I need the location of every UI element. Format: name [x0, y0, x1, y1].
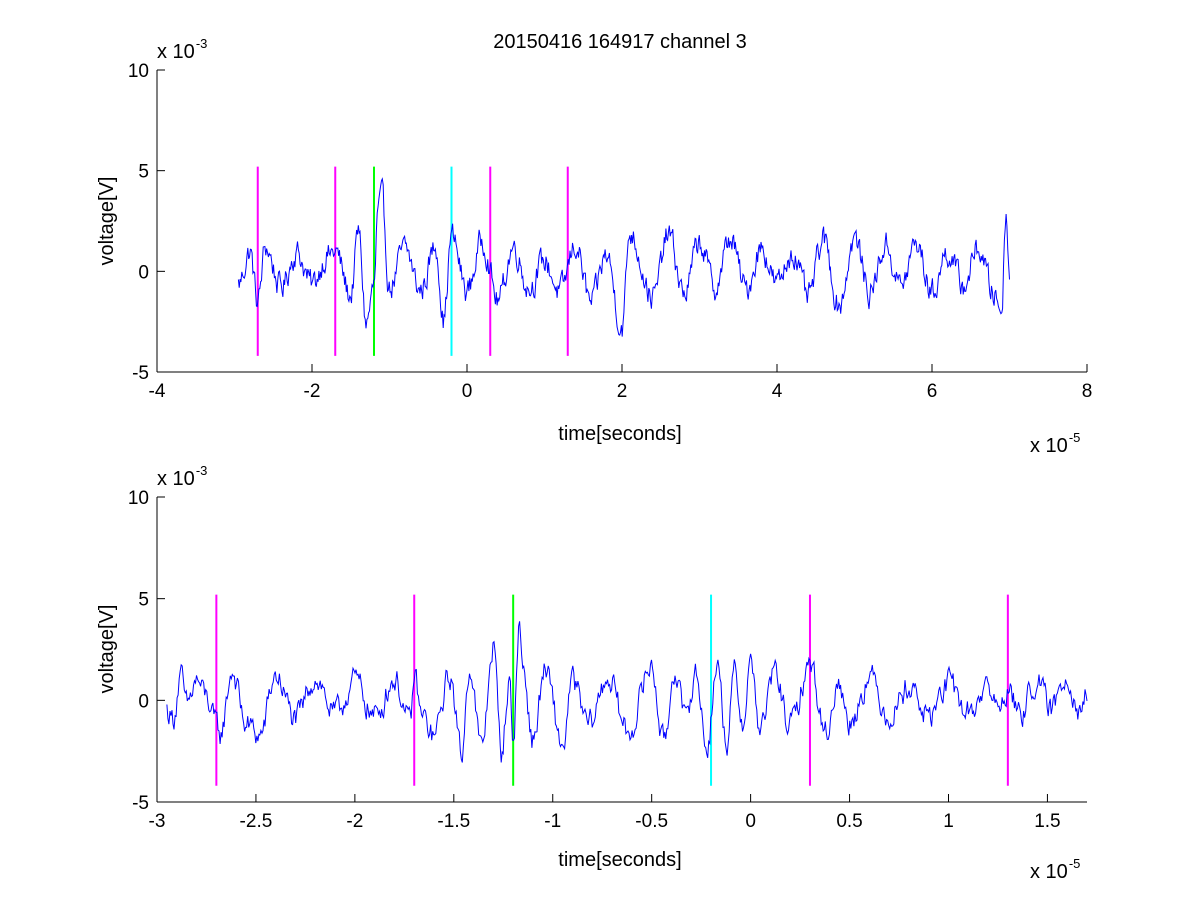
bottom-y-tick-label: 10 [128, 488, 149, 509]
top-series [237, 177, 1010, 337]
bottom-axes-frame [156, 497, 1087, 803]
figure-title: 20150416 164917 channel 3 [493, 31, 747, 53]
bottom-y-exponent-value: -3 [196, 463, 208, 478]
top-x-tick-label: 6 [927, 381, 938, 402]
top-ticks: -4 -2 0 2 4 6 8 -5 0 5 10 [128, 61, 1092, 402]
bottom-x-tick-label: -1 [544, 811, 561, 832]
bottom-y-label: voltage[V] [96, 605, 118, 694]
top-y-tick-label: 10 [128, 61, 149, 82]
bottom-x-tick-label: 0.5 [836, 811, 862, 832]
top-y-multiplier: x 10 [157, 41, 195, 63]
svg-text:x 10-5: x 10-5 [1030, 430, 1080, 457]
top-y-exponent-value: -3 [196, 36, 208, 51]
bottom-signal-line [166, 621, 1088, 763]
bottom-x-multiplier: x 10 [1030, 861, 1068, 883]
top-y-tick-label: 0 [138, 262, 149, 283]
bottom-x-label: time[seconds] [558, 849, 681, 871]
top-y-label: voltage[V] [96, 177, 118, 266]
bottom-y-multiplier: x 10 [157, 468, 195, 490]
bottom-y-tick-label: -5 [132, 793, 149, 814]
bottom-y-tick-label: 0 [138, 691, 149, 712]
bottom-x-tick-label: 1.5 [1034, 811, 1060, 832]
bottom-x-exponent: x 10-5 [1030, 856, 1080, 883]
bottom-x-tick-label: -2 [346, 811, 363, 832]
svg-text:x 10-5: x 10-5 [1030, 856, 1080, 883]
bottom-x-tick-label: -2.5 [240, 811, 273, 832]
top-x-exponent-value: -5 [1069, 430, 1081, 445]
top-x-label: time[seconds] [558, 423, 681, 445]
top-x-tick-label: -2 [304, 381, 321, 402]
top-x-tick-label: 4 [772, 381, 783, 402]
top-x-exponent: x 10-5 [1030, 430, 1080, 457]
top-y-tick-label: 5 [138, 162, 149, 183]
bottom-x-tick-label: -0.5 [635, 811, 668, 832]
bottom-ticks: -3 -2.5 -2 -1.5 -1 -0.5 0 0.5 1 1.5 -5 0 5 10 [128, 488, 1061, 832]
top-subplot: -4 -2 0 2 4 6 8 -5 0 5 10 time[seconds] voltage[V]… [96, 36, 1092, 457]
svg-text:x 10-3: x 10-3 [157, 36, 207, 63]
top-signal-line [237, 177, 1010, 337]
top-markers [256, 166, 569, 356]
bottom-series [166, 621, 1088, 763]
top-x-tick-label: 8 [1082, 381, 1093, 402]
bottom-markers [215, 594, 1009, 786]
top-y-tick-label: -5 [132, 363, 149, 384]
top-x-tick-label: -4 [149, 381, 166, 402]
svg-text:x 10-3: x 10-3 [157, 463, 207, 490]
bottom-x-exponent-value: -5 [1069, 856, 1081, 871]
top-x-tick-label: 2 [617, 381, 628, 402]
bottom-x-tick-label: 0 [745, 811, 756, 832]
bottom-y-tick-label: 5 [138, 590, 149, 611]
bottom-x-tick-label: -3 [149, 811, 166, 832]
top-x-tick-label: 0 [462, 381, 473, 402]
bottom-y-exponent: x 10-3 [157, 463, 207, 490]
top-y-exponent: x 10-3 [157, 36, 207, 63]
bottom-x-tick-label: 1 [943, 811, 954, 832]
bottom-subplot: -3 -2.5 -2 -1.5 -1 -0.5 0 0.5 1 1.5 -5 0 5 10 time[se… [96, 463, 1088, 883]
top-x-multiplier: x 10 [1030, 435, 1068, 457]
bottom-x-tick-label: -1.5 [437, 811, 470, 832]
